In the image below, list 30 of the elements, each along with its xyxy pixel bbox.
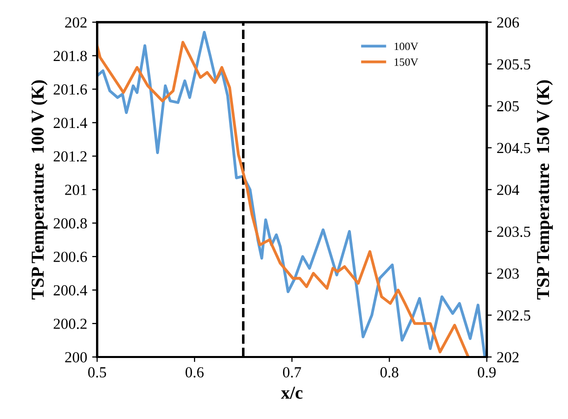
y2-axis-title: TSP Temperature 150 V (K) [536, 80, 553, 300]
y2-tick-label: 203 [497, 268, 519, 279]
y2-tick-label: 203.5 [497, 226, 530, 237]
x-tick-label: 0.6 [186, 367, 204, 378]
y-tick-label: 200.4 [54, 285, 88, 296]
y-tick-label: 202 [65, 17, 87, 28]
y-tick-label: 201.2 [54, 151, 87, 162]
y-tick-label: 201 [65, 184, 86, 196]
y2-tick-label: 204.5 [497, 142, 530, 154]
y-tick-label: 200 [65, 352, 87, 362]
y2-tick-label: 205 [497, 101, 519, 112]
y2-tick-label: 205.5 [497, 59, 530, 70]
legend-label: 150V [394, 58, 418, 66]
y-axis-title: TSP Temperature 100 V (K) [31, 80, 48, 300]
x-axis-title: x/c [280, 386, 303, 399]
y-tick-label: 200.6 [54, 252, 87, 262]
y-tick-label: 201.6 [54, 84, 87, 95]
legend-label: 100V [394, 42, 418, 50]
y-tick-label: 201.8 [54, 50, 87, 62]
x-tick-label: 0.5 [88, 367, 106, 378]
y2-tick-label: 204 [497, 184, 520, 196]
y2-tick-label: 202 [497, 352, 519, 362]
y2-tick-label: 202.5 [497, 310, 530, 321]
y-tick-label: 201.4 [54, 118, 88, 128]
x-tick-label: 0.9 [478, 367, 496, 378]
x-tick-label: 0.7 [282, 367, 302, 378]
y-tick-label: 200.2 [54, 318, 87, 330]
y2-tick-label: 206 [497, 17, 519, 28]
x-tick-label: 0.8 [380, 367, 398, 378]
y-tick-label: 200.8 [54, 218, 87, 229]
